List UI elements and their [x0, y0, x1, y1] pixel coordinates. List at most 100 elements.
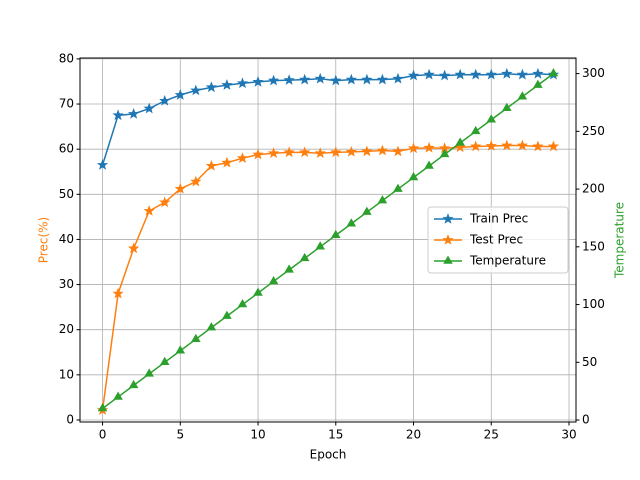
marker [144, 368, 154, 377]
marker [392, 145, 404, 157]
marker [501, 139, 513, 151]
marker [424, 160, 434, 169]
x-axis-label: Epoch [310, 448, 347, 462]
marker [252, 148, 264, 160]
marker [393, 183, 403, 192]
marker [174, 89, 186, 100]
marker [408, 172, 419, 181]
marker [253, 287, 263, 296]
marker [330, 74, 342, 86]
marker [407, 69, 420, 81]
marker [314, 147, 326, 159]
y-axis-label: Prec(%) [37, 217, 51, 263]
marker [96, 159, 109, 170]
x-tick-label: 0 [99, 428, 107, 442]
y2-tick-label: 0 [582, 413, 590, 427]
marker [221, 156, 233, 168]
series-line [101, 144, 554, 411]
marker [315, 241, 325, 250]
y-tick-label: 50 [59, 187, 74, 201]
marker [532, 67, 544, 79]
marker [345, 145, 357, 157]
y2-tick-label: 200 [582, 182, 605, 196]
marker [267, 147, 280, 159]
marker [485, 140, 497, 151]
x-tick-label: 25 [484, 428, 499, 442]
y2-tick-label: 50 [582, 355, 597, 369]
marker [237, 299, 248, 308]
marker [267, 74, 280, 86]
marker [127, 108, 140, 119]
marker [455, 137, 465, 146]
y-tick-label: 70 [59, 97, 74, 111]
marker [205, 159, 218, 171]
legend-label: Temperature [469, 254, 546, 268]
marker [236, 77, 249, 89]
legend-marker [443, 255, 453, 264]
marker [190, 175, 202, 187]
y2-axis-label: Temperature [613, 202, 627, 279]
x-tick-label: 20 [406, 428, 421, 442]
x-tick-label: 30 [561, 428, 576, 442]
marker [331, 229, 341, 239]
marker [221, 79, 233, 90]
x-tick-label: 5 [176, 428, 184, 442]
legend: Train Prec Test Prec Temperature [427, 206, 569, 274]
marker [517, 91, 528, 100]
marker [191, 333, 201, 342]
marker [346, 218, 357, 227]
marker [314, 72, 326, 84]
marker [485, 68, 497, 80]
marker [205, 81, 218, 93]
legend-label: Train Prec [469, 212, 528, 226]
marker [361, 145, 373, 157]
marker [299, 73, 311, 85]
marker [113, 391, 123, 400]
marker [502, 102, 512, 111]
marker [376, 73, 389, 85]
marker [376, 144, 389, 156]
marker [547, 140, 560, 152]
y2-tick-label: 250 [582, 124, 605, 138]
legend-marker [442, 234, 454, 245]
marker [159, 356, 170, 366]
marker [174, 182, 186, 194]
marker [423, 68, 435, 80]
marker [516, 68, 529, 80]
marker [128, 242, 140, 254]
marker [284, 264, 294, 273]
y-tick-label: 60 [59, 142, 74, 156]
marker [548, 68, 559, 77]
marker [159, 94, 171, 106]
marker [112, 109, 124, 121]
marker [423, 141, 435, 153]
marker [330, 146, 342, 158]
y2-tick-label: 100 [582, 297, 605, 311]
marker [159, 196, 171, 208]
y2-tick-label: 300 [582, 66, 605, 80]
marker [206, 322, 217, 331]
marker [501, 67, 513, 79]
y2-tick-label: 150 [582, 239, 605, 253]
y-tick-label: 30 [59, 277, 74, 291]
marker [439, 148, 450, 158]
marker [454, 68, 466, 80]
marker [377, 195, 388, 204]
marker [345, 73, 357, 85]
legend-box [427, 206, 569, 274]
marker [299, 146, 311, 158]
marker [299, 252, 310, 262]
y-tick-label: 40 [59, 232, 74, 246]
marker [516, 139, 529, 151]
marker [175, 345, 186, 354]
marker [97, 402, 108, 412]
marker [470, 140, 482, 152]
marker [190, 84, 202, 96]
marker [438, 69, 451, 81]
marker [283, 146, 295, 158]
y-tick-label: 80 [59, 51, 74, 65]
marker [143, 205, 155, 216]
marker [128, 379, 139, 389]
y-tick-label: 10 [59, 367, 74, 381]
marker [392, 72, 404, 84]
